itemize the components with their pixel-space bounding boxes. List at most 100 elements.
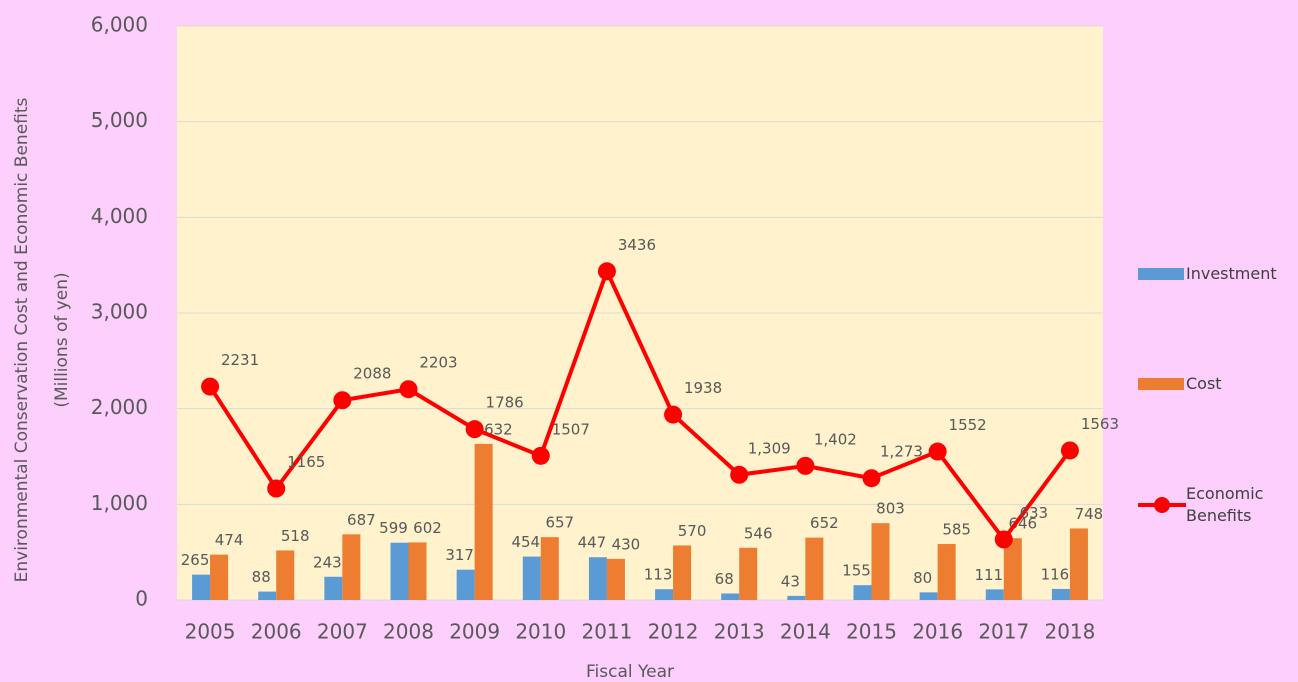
x-tick-label: 2009 [449, 620, 500, 644]
y-tick-label: 1,000 [91, 491, 148, 515]
data-label: 474 [215, 531, 244, 549]
bar [655, 589, 674, 600]
data-label: 113 [644, 566, 673, 584]
bar [805, 537, 824, 600]
data-label: 1507 [552, 420, 590, 438]
line-marker [531, 446, 550, 465]
y-tick-label: 6,000 [91, 13, 148, 37]
data-label: 633 [1019, 504, 1048, 522]
line-marker [862, 469, 881, 488]
bar [342, 534, 361, 600]
bar [1003, 538, 1022, 600]
data-label: 317 [445, 546, 474, 564]
data-label: 748 [1075, 505, 1104, 523]
x-tick-label: 2005 [185, 620, 236, 644]
y-tick-label: 4,000 [91, 204, 148, 228]
y-tick-label: 3,000 [91, 300, 148, 324]
line-marker [333, 391, 352, 410]
data-label: 3436 [618, 236, 656, 254]
data-label: 1,273 [880, 443, 923, 461]
data-label: 111 [974, 566, 1003, 584]
data-label: 2231 [221, 351, 259, 369]
y-tick-label: 0 [135, 587, 148, 611]
bar [937, 544, 956, 600]
data-label: 585 [942, 521, 971, 539]
y-tick-label: 5,000 [91, 108, 148, 132]
bar [673, 545, 692, 600]
line-marker [201, 377, 220, 396]
bar [408, 542, 427, 600]
x-tick-label: 2006 [251, 620, 302, 644]
data-label: 570 [678, 522, 707, 540]
data-label: 602 [413, 519, 442, 537]
legend-label: Investment [1186, 264, 1277, 283]
y-axis-label: (Millions of yen) [52, 272, 72, 407]
bar [588, 557, 607, 600]
bar [871, 523, 890, 600]
data-label: 155 [842, 562, 871, 580]
x-tick-label: 2014 [780, 620, 831, 644]
bar [540, 537, 559, 600]
legend-swatch [1138, 268, 1184, 280]
line-marker [399, 380, 418, 399]
data-label: 43 [781, 572, 800, 590]
data-label: 88 [252, 568, 271, 586]
legend-swatch [1154, 497, 1170, 513]
data-label: 599 [379, 519, 408, 537]
x-tick-label: 2011 [581, 620, 632, 644]
x-tick-label: 2010 [515, 620, 566, 644]
line-marker [994, 530, 1013, 549]
data-label: 265 [181, 551, 210, 569]
bar [606, 558, 625, 600]
x-tick-label: 2007 [317, 620, 368, 644]
bar [276, 550, 295, 600]
line-marker [1060, 441, 1079, 460]
line [208, 266, 1072, 543]
data-label: 687 [347, 511, 376, 529]
line-marker [465, 420, 484, 439]
data-label: 546 [744, 524, 773, 542]
x-tick-label: 2017 [978, 620, 1029, 644]
data-label: 1,309 [748, 439, 791, 457]
y-tick-label: 2,000 [91, 395, 148, 419]
bar [985, 589, 1004, 600]
line-marker [664, 405, 683, 424]
bar [853, 585, 872, 600]
data-label: 1552 [949, 416, 987, 434]
data-label: 1563 [1081, 415, 1119, 433]
x-tick-label: 2013 [714, 620, 765, 644]
bar [1069, 528, 1088, 600]
x-axis-label: Fiscal Year [586, 662, 674, 682]
bar [192, 574, 211, 600]
data-label: 1,402 [814, 430, 857, 448]
data-label: 1165 [287, 453, 325, 471]
bar [522, 556, 541, 600]
x-tick-label: 2018 [1044, 620, 1095, 644]
bar [210, 554, 229, 600]
legend-label: Cost [1186, 374, 1222, 393]
line-marker [928, 442, 947, 461]
legend-label: Economic Benefits [1186, 484, 1264, 525]
data-label: 803 [876, 500, 905, 518]
bar [324, 576, 343, 600]
data-label: 430 [612, 535, 641, 553]
y-axis-label: Environmental Conservation Cost and Econ… [12, 97, 32, 582]
data-label: 1938 [684, 379, 722, 397]
bar [390, 542, 409, 600]
x-tick-label: 2012 [648, 620, 699, 644]
data-label: 1786 [486, 394, 524, 412]
data-label: 646 [1008, 515, 1037, 533]
legend-swatch [1138, 378, 1184, 390]
bar [721, 593, 740, 600]
bar [787, 595, 806, 600]
data-label: 68 [715, 570, 734, 588]
data-label: 518 [281, 527, 310, 545]
data-label: 657 [545, 514, 574, 532]
bar [919, 592, 938, 600]
x-tick-label: 2015 [846, 620, 897, 644]
bar [258, 591, 277, 600]
bar [474, 443, 493, 600]
data-label: 2203 [419, 354, 457, 372]
